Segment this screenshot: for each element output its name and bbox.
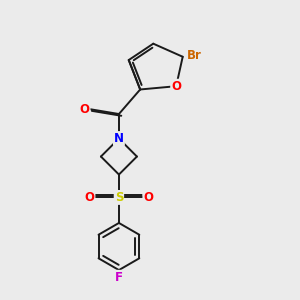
Text: Br: Br [187,49,202,62]
Text: N: N [114,132,124,145]
Text: O: O [171,80,181,93]
Text: O: O [85,191,94,204]
Text: S: S [115,191,123,204]
Text: O: O [143,191,153,204]
Text: O: O [80,103,90,116]
Text: F: F [115,271,123,284]
